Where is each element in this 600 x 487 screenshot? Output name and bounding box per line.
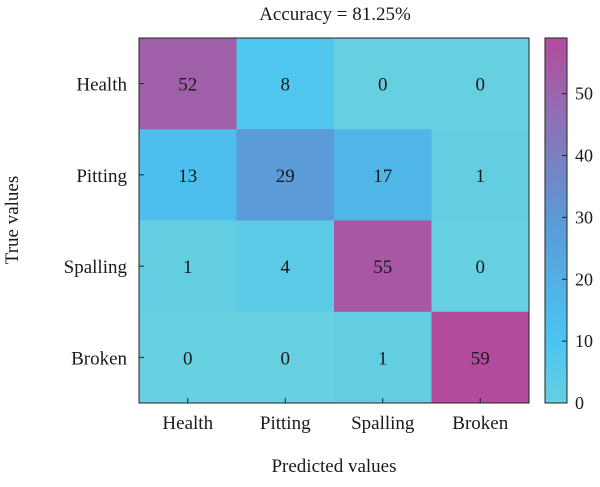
heatmap-cell: [431, 220, 530, 313]
cell-value-label: 0: [476, 75, 486, 96]
cell-value-label: 0: [281, 348, 291, 369]
heatmap-cell: [431, 38, 530, 130]
colorbar-tick-label: 30: [575, 207, 593, 227]
cell-value-label: 0: [183, 348, 193, 369]
heatmap-cell: [431, 311, 530, 404]
chart-title: Accuracy = 81.25%: [259, 4, 411, 25]
colorbar-tick-label: 40: [575, 146, 593, 166]
cell-value-label: 1: [183, 257, 193, 278]
heatmap-cell: [139, 220, 237, 313]
colorbar-tick-label: 20: [575, 269, 593, 289]
heatmap-cell: [139, 311, 237, 404]
cell-value-label: 1: [378, 348, 388, 369]
cell-value-label: 55: [373, 257, 392, 278]
heatmap-cell: [236, 311, 335, 404]
heatmap-cells: 52 8 0 0 13 29 17 1 1 4 55 0 0 0 1 59: [139, 38, 530, 404]
colorbar-tick-label: 50: [575, 84, 593, 104]
x-tick-label: Pitting: [260, 413, 311, 434]
colorbar-tick-label: 10: [575, 331, 593, 351]
cell-value-label: 1: [476, 166, 486, 187]
heatmap-cell: [236, 38, 335, 130]
x-tick-label: Spalling: [351, 413, 415, 434]
y-tick-label: Health: [76, 75, 127, 96]
heatmap-cell: [334, 129, 432, 221]
y-axis-label: True values: [2, 176, 23, 265]
x-axis-ticks: Health Pitting Spalling Broken: [162, 398, 509, 434]
cell-value-label: 52: [178, 75, 197, 96]
cell-value-label: 13: [178, 166, 197, 187]
y-axis-ticks: Health Pitting Spalling Broken: [64, 75, 144, 369]
heatmap-cell: [334, 311, 432, 404]
heatmap-cell: [236, 129, 335, 221]
x-axis-label: Predicted values: [271, 456, 396, 477]
x-tick-label: Broken: [452, 413, 508, 434]
heatmap-cell: [431, 129, 530, 221]
colorbar: [544, 37, 568, 404]
heatmap-cell: [334, 220, 432, 313]
y-tick-label: Spalling: [64, 257, 128, 278]
heatmap-cell: [139, 129, 237, 221]
cell-value-label: 17: [373, 166, 392, 187]
heatmap-cell: [334, 38, 432, 130]
colorbar-ticks: 0 10 20 30 40 50: [562, 84, 593, 413]
heatmap-cell: [139, 38, 237, 130]
cell-value-label: 29: [276, 166, 295, 187]
y-tick-label: Broken: [71, 348, 127, 369]
cell-value-label: 59: [471, 348, 490, 369]
cell-value-label: 0: [476, 257, 486, 278]
plot-frame: [138, 37, 530, 404]
x-tick-label: Health: [162, 413, 213, 434]
cell-value-label: 4: [281, 257, 291, 278]
y-tick-label: Pitting: [76, 166, 127, 187]
cell-value-label: 0: [378, 75, 388, 96]
colorbar-tick-label: 0: [575, 393, 584, 413]
cell-value-label: 8: [281, 75, 291, 96]
heatmap-cell: [236, 220, 335, 313]
